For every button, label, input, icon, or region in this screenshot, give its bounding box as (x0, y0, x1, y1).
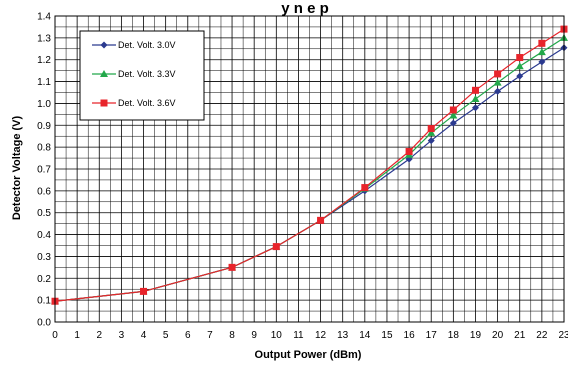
y-tick-label: 0.7 (37, 165, 51, 176)
chart-title: y n e p (281, 0, 329, 17)
y-tick-label: 0.4 (37, 230, 51, 241)
legend-item: Det. Volt. 3.3V (92, 69, 176, 79)
y-tick-label: 0.6 (37, 186, 51, 197)
legend-label: Det. Volt. 3.6V (118, 98, 176, 108)
data-point (516, 54, 524, 62)
x-tick-label: 3 (119, 330, 125, 341)
data-point (427, 137, 435, 145)
data-point (272, 243, 280, 251)
x-tick-label: 7 (207, 330, 213, 341)
legend-marker (100, 70, 108, 77)
series-3 (51, 25, 568, 305)
y-tick-label: 0.8 (37, 143, 51, 154)
data-point (317, 216, 325, 224)
x-tick-label: 14 (359, 330, 371, 341)
x-tick-label: 1 (74, 330, 80, 341)
data-point (516, 72, 524, 80)
x-tick-label: 5 (163, 330, 169, 341)
y-axis-label: Detector Voltage (V) (11, 116, 23, 221)
legend-item: Det. Volt. 3.0V (92, 40, 176, 50)
x-tick-label: 21 (514, 330, 526, 341)
y-tick-label: 0.2 (37, 274, 51, 285)
x-tick-label: 12 (315, 330, 327, 341)
x-tick-label: 19 (470, 330, 482, 341)
data-point (140, 287, 148, 295)
x-tick-label: 4 (141, 330, 147, 341)
data-point (361, 184, 369, 192)
y-tick-label: 0.3 (37, 252, 51, 263)
x-tick-label: 18 (448, 330, 460, 341)
legend-marker (100, 41, 108, 49)
y-tick-label: 1.2 (37, 55, 51, 66)
x-tick-label: 0 (52, 330, 58, 341)
data-point (538, 39, 546, 47)
x-tick-label: 23 (558, 330, 568, 341)
x-tick-label: 15 (381, 330, 393, 341)
x-tick-label: 16 (404, 330, 416, 341)
data-point (427, 125, 435, 133)
x-tick-label: 13 (337, 330, 349, 341)
data-point (538, 58, 546, 66)
y-tick-label: 1.4 (37, 12, 51, 23)
x-tick-label: 9 (251, 330, 257, 341)
legend: Det. Volt. 3.0V Det. Volt. 3.3V Det. Volt.… (79, 30, 205, 121)
data-point (427, 128, 436, 136)
plot-border (54, 15, 565, 323)
x-tick-labels: 0 1 2 3 4 5 6 7 8 9 10 11 12 13 14 15 16 17 18 19 20 21 22 23 (52, 330, 568, 341)
x-axis-label: Output Power (dBm) (255, 349, 362, 361)
data-point (228, 263, 236, 271)
y-tick-label: 1.1 (37, 77, 51, 88)
legend-item: Det. Volt. 3.6V (92, 98, 176, 108)
legend-marker (100, 99, 108, 107)
data-point (449, 119, 457, 127)
y-tick-label: 0.9 (37, 121, 51, 132)
x-tick-label: 22 (536, 330, 548, 341)
x-tick-label: 6 (185, 330, 191, 341)
y-tick-label: 1.0 (37, 99, 51, 110)
y-tick-labels: 0.0 0.1 0.2 0.3 0.4 0.5 0.6 0.7 0.8 0.9 1.0 1.1 1.2 1… (37, 12, 51, 329)
data-point (449, 106, 457, 114)
data-point (471, 104, 479, 112)
x-tick-label: 10 (271, 330, 283, 341)
data-point (471, 86, 479, 94)
legend-label: Det. Volt. 3.3V (118, 69, 176, 79)
x-tick-label: 11 (293, 330, 304, 341)
x-tick-label: 20 (492, 330, 504, 341)
legend-label: Det. Volt. 3.0V (118, 40, 176, 50)
data-point (471, 95, 480, 103)
x-tick-label: 17 (426, 330, 438, 341)
x-tick-label: 8 (229, 330, 235, 341)
y-tick-label: 0.5 (37, 208, 51, 219)
data-point (449, 111, 458, 119)
data-point (537, 48, 546, 56)
series-group (51, 25, 568, 305)
data-point (405, 148, 413, 156)
x-tick-label: 2 (96, 330, 102, 341)
y-tick-label: 0.0 (37, 318, 51, 329)
grid (54, 15, 565, 323)
data-point (494, 70, 502, 78)
data-point (493, 78, 502, 86)
data-point (494, 87, 502, 95)
series-line (54, 28, 565, 302)
y-tick-label: 0.1 (37, 296, 51, 307)
data-point (515, 62, 524, 70)
y-tick-label: 1.3 (37, 33, 51, 44)
